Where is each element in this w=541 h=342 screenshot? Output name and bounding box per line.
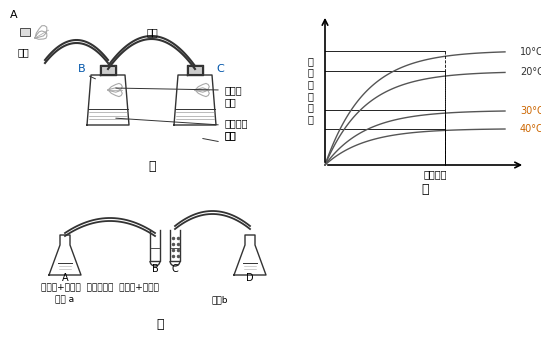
Text: B: B <box>78 64 86 74</box>
Text: 酵母菌+葡萄糖  小球藻悬液  乳酸菌+葡萄糖: 酵母菌+葡萄糖 小球藻悬液 乳酸菌+葡萄糖 <box>41 283 159 292</box>
Text: 10°C: 10°C <box>520 47 541 57</box>
Text: B: B <box>151 264 159 274</box>
Text: D: D <box>246 273 254 283</box>
Text: 氢氧化钠
溶液: 氢氧化钠 溶液 <box>225 118 248 141</box>
Text: 光照强度: 光照强度 <box>423 169 447 179</box>
Text: A: A <box>10 10 18 20</box>
Text: 40°C: 40°C <box>520 124 541 134</box>
Bar <box>20 28 30 36</box>
Text: C: C <box>216 64 224 74</box>
Text: 棉塞: 棉塞 <box>146 27 158 37</box>
Bar <box>188 66 202 74</box>
Text: 30°C: 30°C <box>520 106 541 116</box>
Bar <box>101 66 115 74</box>
Text: A: A <box>62 273 68 283</box>
Text: 光
合
作
用
强
度: 光 合 作 用 强 度 <box>307 56 313 124</box>
Text: 清水: 清水 <box>225 130 237 140</box>
Text: 乙: 乙 <box>421 183 429 196</box>
Text: 无色玻
璃瓶: 无色玻 璃瓶 <box>225 85 242 107</box>
Text: 装置b: 装置b <box>212 295 228 304</box>
Text: C: C <box>171 264 179 274</box>
Text: 甲: 甲 <box>148 160 156 173</box>
Text: 装置 a: 装置 a <box>55 295 75 304</box>
Text: 铝箔: 铝箔 <box>18 47 30 57</box>
Text: 20°C: 20°C <box>520 67 541 77</box>
Text: 丙: 丙 <box>156 318 164 331</box>
